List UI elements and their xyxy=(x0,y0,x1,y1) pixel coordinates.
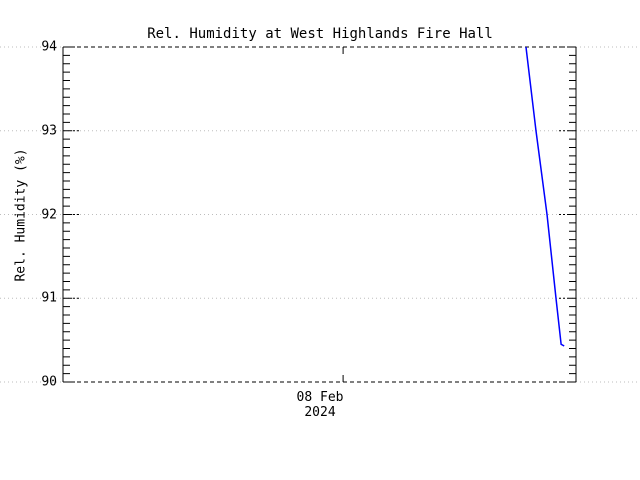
plot-frame xyxy=(62,46,577,383)
series-rel-humidity xyxy=(525,46,565,347)
y-tick-label: 91 xyxy=(41,290,57,306)
x-tick-label: 08 Feb 2024 xyxy=(297,390,344,420)
x-tick-label-line: 2024 xyxy=(304,405,336,420)
y-gridlines xyxy=(0,46,640,383)
y-tick-label: 93 xyxy=(41,123,57,139)
axis-ticks xyxy=(63,46,576,383)
humidity-line xyxy=(525,46,565,347)
chart-title: Rel. Humidity at West Highlands Fire Hal… xyxy=(147,26,493,42)
x-tick-label-line: 08 Feb xyxy=(296,390,344,405)
y-tick-label: 90 xyxy=(41,374,57,390)
y-tick-label: 94 xyxy=(41,39,57,55)
y-tick-label: 92 xyxy=(41,207,57,222)
